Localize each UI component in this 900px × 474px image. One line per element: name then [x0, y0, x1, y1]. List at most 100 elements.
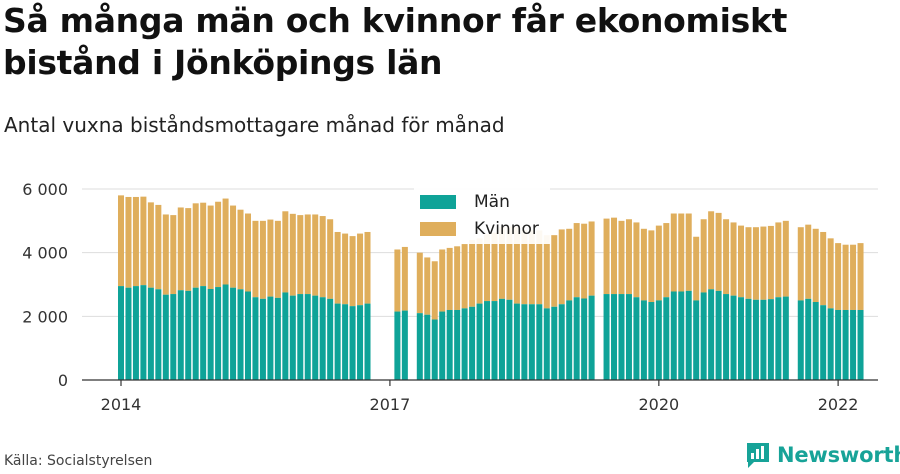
bar-kvinnor	[730, 222, 737, 296]
bar-man	[566, 300, 573, 380]
bar-man	[118, 286, 124, 380]
bar-man	[200, 286, 207, 380]
bar-kvinnor	[506, 226, 513, 300]
bar-man	[797, 300, 804, 380]
bar-man	[416, 313, 423, 380]
bar-man	[454, 309, 461, 380]
bar-man	[730, 295, 737, 380]
bar-man	[670, 291, 677, 380]
bar-kvinnor	[274, 220, 281, 298]
legend-label-women: Kvinnor	[474, 218, 539, 239]
bar-man	[364, 303, 371, 380]
bar-kvinnor	[648, 230, 655, 303]
bar-man	[648, 302, 655, 380]
bar-man	[782, 296, 789, 380]
bar-man	[625, 294, 632, 380]
y-axis: 0 2 000 4 000 6 000	[22, 180, 68, 390]
bar-man	[723, 294, 730, 380]
bar-kvinnor	[775, 222, 782, 298]
bar-kvinnor	[857, 243, 864, 310]
bar-kvinnor	[476, 238, 483, 304]
bar-man	[334, 303, 341, 380]
bar-man	[506, 299, 513, 380]
legend-label-men: Män	[474, 191, 510, 212]
newsworthy-logo-icon	[747, 443, 769, 468]
bar-kvinnor	[267, 219, 274, 297]
bar-kvinnor	[484, 234, 491, 302]
bar-man	[349, 306, 356, 380]
bar-man	[252, 297, 259, 380]
bar-kvinnor	[723, 219, 730, 295]
bar-man	[655, 300, 662, 380]
bar-man	[439, 311, 446, 380]
bar-kvinnor	[663, 223, 670, 298]
bar-man	[230, 287, 237, 380]
bar-man	[289, 295, 296, 380]
bar-kvinnor	[820, 231, 827, 306]
bar-kvinnor	[349, 236, 356, 307]
bar-kvinnor	[259, 220, 266, 299]
bar-kvinnor	[155, 204, 162, 290]
bar-kvinnor	[670, 213, 677, 292]
bar-kvinnor	[327, 219, 334, 299]
bar-man	[767, 299, 774, 380]
bar-man	[745, 298, 752, 380]
bar-man	[244, 291, 251, 380]
bar-kvinnor	[491, 232, 498, 302]
bar-man	[760, 299, 767, 380]
bar-kvinnor	[237, 209, 244, 290]
bar-kvinnor	[416, 252, 423, 314]
y-tick-label: 4 000	[22, 244, 68, 263]
bar-kvinnor	[738, 225, 745, 298]
bar-man	[738, 297, 745, 380]
chart-subtitle: Antal vuxna biståndsmottagare månad för …	[4, 113, 505, 137]
bar-man	[177, 290, 184, 380]
bar-man	[588, 295, 595, 380]
bar-kvinnor	[581, 223, 588, 299]
bar-man	[663, 297, 670, 380]
bar-kvinnor	[528, 230, 535, 305]
bar-man	[835, 309, 842, 380]
bar-man	[207, 288, 214, 380]
brand-logo[interactable]: Newsworthy	[745, 441, 900, 469]
bar-kvinnor	[618, 220, 625, 295]
bar-man	[267, 296, 274, 380]
bar-kvinnor	[177, 207, 184, 291]
bar-kvinnor	[760, 226, 767, 300]
bar-kvinnor	[289, 213, 296, 296]
bar-man	[401, 310, 408, 380]
bar-kvinnor	[207, 205, 214, 289]
bar-kvinnor	[536, 230, 543, 305]
bar-man	[581, 298, 588, 380]
bar-man	[461, 308, 468, 380]
bar-man	[446, 309, 453, 380]
bar-kvinnor	[558, 229, 565, 305]
bar-man	[850, 309, 857, 380]
bar-kvinnor	[230, 205, 237, 288]
bar-kvinnor	[625, 219, 632, 295]
bar-man	[259, 298, 266, 380]
x-tick-label: 2022	[818, 395, 859, 414]
bar-kvinnor	[185, 208, 192, 291]
bar-man	[708, 289, 715, 380]
bar-man	[521, 304, 528, 380]
bar-man	[162, 294, 169, 380]
bar-man	[147, 287, 154, 380]
bar-kvinnor	[215, 201, 222, 288]
bar-kvinnor	[192, 203, 199, 288]
bar-man	[603, 294, 610, 380]
bar-man	[237, 289, 244, 380]
bar-kvinnor	[566, 228, 573, 301]
bar-kvinnor	[461, 244, 468, 309]
bar-man	[498, 298, 505, 380]
chart-legend: Män Kvinnor	[414, 186, 550, 244]
x-tick-label: 2020	[638, 395, 679, 414]
bar-kvinnor	[640, 228, 647, 301]
bar-kvinnor	[304, 214, 311, 295]
bar-kvinnor	[431, 261, 438, 320]
bar-man	[528, 304, 535, 380]
bar-kvinnor	[797, 227, 804, 301]
bar-man	[170, 294, 177, 380]
bar-kvinnor	[611, 217, 618, 295]
bar-man	[319, 297, 326, 380]
